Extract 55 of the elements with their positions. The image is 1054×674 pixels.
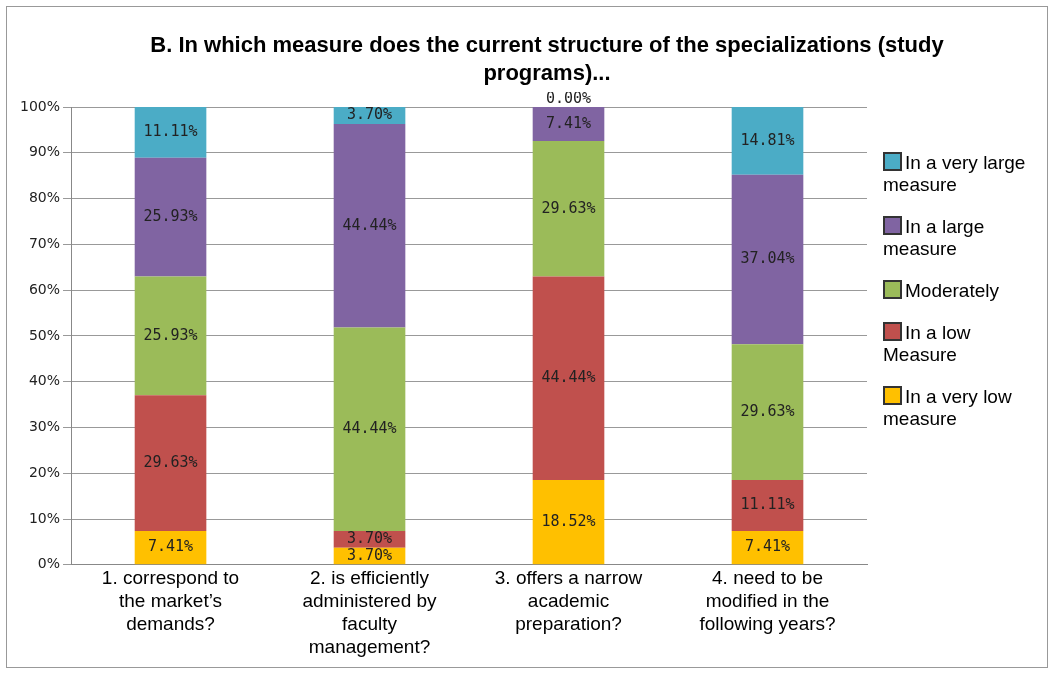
y-tick-label: 40% xyxy=(28,372,61,389)
legend-label: In a low Measure xyxy=(883,322,972,366)
bar xyxy=(731,107,804,175)
legend-label: Moderately xyxy=(904,280,1000,302)
y-tick-label: 20% xyxy=(28,463,61,480)
bar xyxy=(134,276,207,396)
data-label: 18.52% xyxy=(541,512,596,531)
legend-label: In a large measure xyxy=(883,216,986,260)
bar xyxy=(134,107,207,158)
data-label: 25.93% xyxy=(143,325,198,344)
data-label: 44.44% xyxy=(342,419,397,438)
bar xyxy=(532,276,605,481)
data-label: 7.41% xyxy=(744,537,791,556)
x-tick-label: 1. correspond to the market’s demands? xyxy=(101,567,240,635)
data-label: 44.44% xyxy=(342,215,397,234)
bar xyxy=(532,107,605,141)
data-label: 14.81% xyxy=(740,130,795,149)
y-tick-label: 0% xyxy=(37,555,61,572)
y-tick-label: 10% xyxy=(28,509,61,526)
data-label: 29.63% xyxy=(143,452,198,471)
legend-label: In a very large measure xyxy=(883,152,1027,196)
bar xyxy=(333,327,406,531)
data-label: 7.41% xyxy=(147,537,194,556)
data-label: 29.63% xyxy=(740,402,795,421)
y-tick-label: 60% xyxy=(28,280,61,297)
legend-label: In a very low measure xyxy=(883,386,1013,430)
data-label: 3.70% xyxy=(346,545,393,564)
data-label: 11.11% xyxy=(740,495,795,514)
x-tick-label: 3. offers a narrow academic preparation? xyxy=(494,567,643,635)
y-tick-label: 80% xyxy=(28,189,61,206)
y-tick-label: 30% xyxy=(28,418,61,435)
data-label: 3.70% xyxy=(346,529,393,548)
bar xyxy=(731,344,804,481)
x-tick-label: 4. need to be modified in the following years? xyxy=(699,567,836,635)
y-tick-label: 90% xyxy=(28,143,61,160)
data-label: 7.41% xyxy=(545,113,592,132)
data-label: 3.70% xyxy=(346,105,393,124)
bar xyxy=(134,157,207,277)
y-tick-label: 70% xyxy=(28,234,61,251)
data-label: 11.11% xyxy=(143,122,198,141)
data-label: 37.04% xyxy=(740,249,795,268)
x-tick-label: 2. is efficiently administered by faculty management? xyxy=(302,567,438,657)
y-tick-label: 100% xyxy=(19,97,61,114)
data-label: 25.93% xyxy=(143,207,198,226)
bar xyxy=(532,480,605,565)
bar xyxy=(731,480,804,531)
bar xyxy=(333,124,406,328)
chart-title: B. In which measure does the current structure of the specializations (study programs)... xyxy=(149,31,945,87)
bar xyxy=(731,174,804,345)
y-tick-label: 50% xyxy=(28,326,61,343)
data-label: 0.00% xyxy=(545,88,592,107)
data-label: 44.44% xyxy=(541,368,596,387)
data-label: 29.63% xyxy=(541,198,596,217)
bar xyxy=(532,140,605,277)
bar xyxy=(134,395,207,531)
